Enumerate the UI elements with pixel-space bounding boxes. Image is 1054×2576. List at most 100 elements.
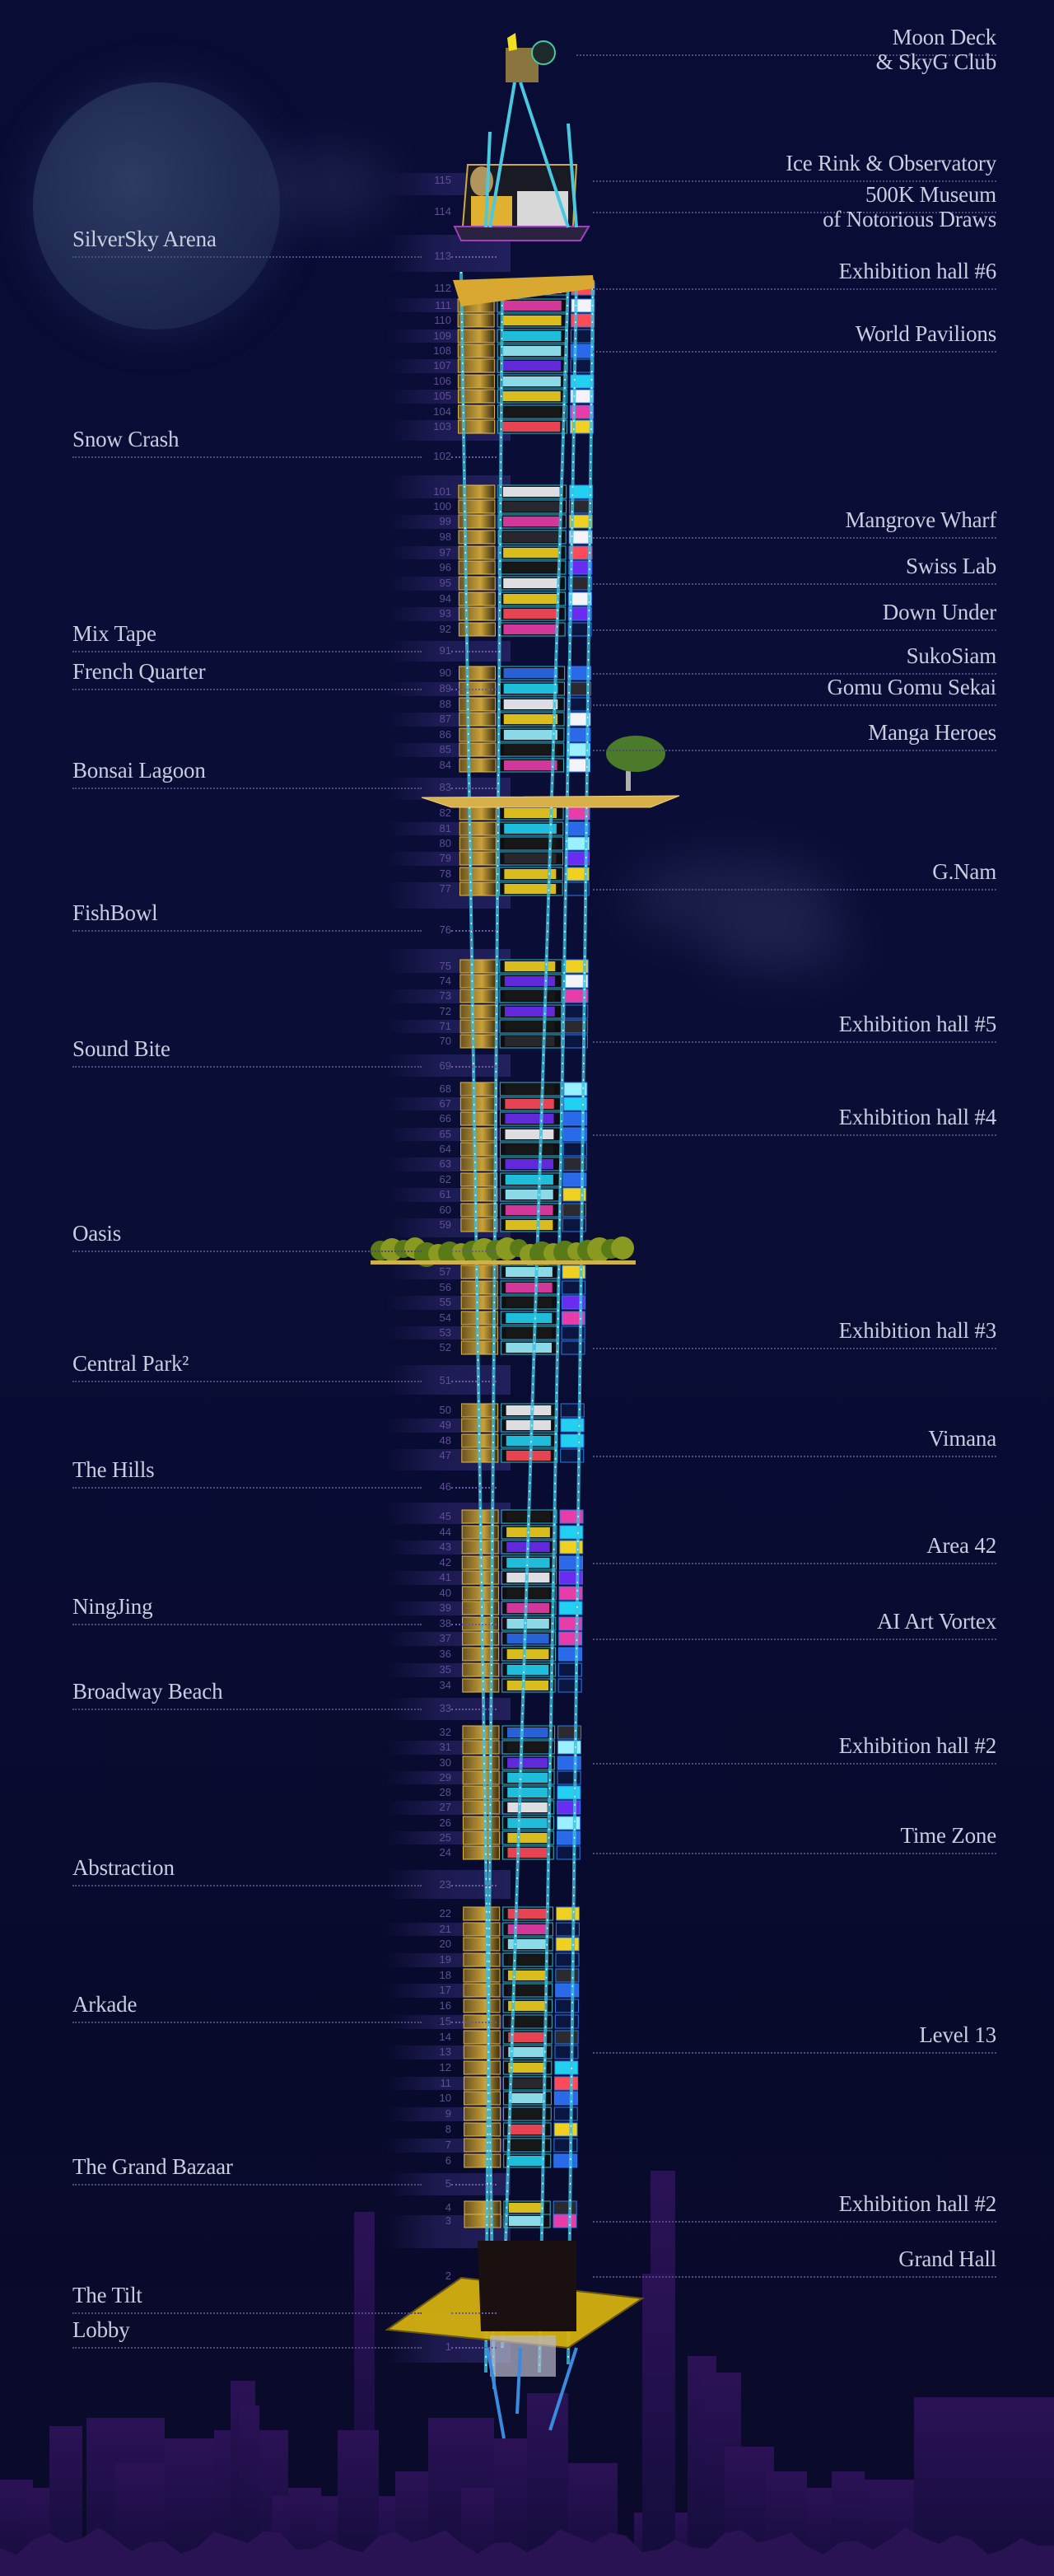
- left-venue-label: The Grand Bazaar: [72, 2154, 233, 2179]
- floor-block: [459, 821, 590, 836]
- floor-number: 72: [439, 1005, 451, 1017]
- left-venue-label: French Quarter: [72, 659, 206, 684]
- floor-block: [460, 1172, 587, 1187]
- floor-number: 22: [439, 1907, 451, 1919]
- floor-number: 10: [439, 2092, 451, 2104]
- floor-number: 90: [439, 666, 451, 679]
- floor-number: 95: [439, 577, 451, 589]
- floor-number: 62: [439, 1173, 451, 1185]
- floor-number: 87: [439, 713, 451, 725]
- floor-number: 50: [439, 1404, 451, 1416]
- right-venue-label: Exhibition hall #5: [838, 1012, 997, 1036]
- floor-number: 96: [439, 561, 451, 573]
- floor-band: [387, 1054, 511, 1077]
- floor-number: 110: [434, 314, 451, 326]
- floor-number: 94: [439, 592, 451, 605]
- right-venue-label: & SkyG Club: [875, 49, 997, 74]
- leader-line: [72, 788, 422, 789]
- leader-line: [451, 456, 497, 458]
- floor-block: [457, 329, 595, 344]
- floor-block: [459, 881, 590, 896]
- floor-block: [463, 1937, 580, 1952]
- floor-block: [458, 591, 592, 606]
- left-venue-label: Mix Tape: [72, 621, 156, 646]
- right-venue-label: Mangrove Wharf: [845, 507, 997, 532]
- moon-icon: [33, 82, 280, 330]
- floor-block: [463, 2060, 579, 2075]
- floor-block: [459, 758, 591, 773]
- floor-block: [463, 1999, 579, 2013]
- leader-line: [451, 2022, 497, 2023]
- floor-number: 73: [439, 989, 451, 1002]
- floor-number: 28: [439, 1786, 451, 1798]
- floor-block: [459, 806, 590, 820]
- floor-block: [464, 2138, 578, 2153]
- floor-block: [463, 1983, 580, 1998]
- leader-line: [72, 1066, 422, 1068]
- floor-number: 104: [433, 405, 451, 418]
- floor-number: 35: [439, 1663, 451, 1676]
- floor-number: 115: [434, 174, 451, 186]
- leader-line: [451, 689, 497, 690]
- floor-number: 88: [439, 698, 451, 710]
- floor-number: 26: [439, 1816, 451, 1829]
- leader-line: [451, 930, 497, 932]
- right-venue-label: Exhibition hall #4: [838, 1105, 997, 1129]
- leader-line: [451, 788, 497, 789]
- floor-number: 114: [434, 205, 451, 217]
- ground-silhouette: [0, 2527, 1054, 2576]
- floor-number: 77: [439, 882, 451, 895]
- floor-number: 12: [439, 2061, 451, 2073]
- leader-line: [593, 1134, 996, 1136]
- floor-block: [462, 1740, 581, 1755]
- floor-number: 112: [434, 282, 451, 294]
- leader-line: [593, 2276, 996, 2278]
- leader-line: [72, 1885, 422, 1886]
- floor-block: [462, 1816, 581, 1830]
- floor-number: 38: [439, 1617, 451, 1629]
- left-venue-label: Broadway Beach: [72, 1679, 223, 1704]
- right-venue-label: Down Under: [882, 600, 996, 624]
- floor-block: [457, 313, 595, 328]
- leader-line: [593, 1456, 996, 1457]
- leader-line: [593, 2221, 996, 2223]
- floor-block: [458, 545, 593, 560]
- floor-number: 11: [440, 2077, 452, 2089]
- floor-number: 29: [439, 1771, 451, 1784]
- floor-block: [460, 1265, 586, 1279]
- leader-line: [72, 2312, 422, 2314]
- right-venue-label: Exhibition hall #3: [838, 1318, 997, 1343]
- floor-number: 21: [439, 1923, 451, 1935]
- floor-number: 48: [439, 1434, 451, 1447]
- floor-block: [460, 1187, 587, 1202]
- cloud: [626, 857, 840, 939]
- leader-line: [593, 704, 996, 706]
- floor-number: 3: [445, 2214, 451, 2227]
- floor-number: 103: [433, 420, 451, 432]
- floor-number: 57: [439, 1265, 451, 1278]
- floor-number: 100: [433, 500, 451, 512]
- leader-line: [593, 629, 996, 631]
- floor-block: [462, 1800, 581, 1815]
- floor-number: 67: [439, 1097, 451, 1110]
- floor-number: 18: [439, 1969, 451, 1981]
- floor-number: 76: [439, 923, 451, 936]
- floor-block: [460, 1325, 585, 1340]
- left-venue-label: Bonsai Lagoon: [72, 758, 206, 783]
- floor-number: 19: [439, 1953, 451, 1966]
- leader-line: [72, 1251, 422, 1252]
- floor-block: [464, 2106, 578, 2121]
- right-venue-label: Exhibition hall #6: [838, 259, 997, 283]
- floor-number: 14: [439, 2031, 451, 2043]
- floor-number: 49: [439, 1419, 451, 1431]
- floor-block: [463, 1968, 580, 1983]
- floor-block: [463, 2030, 579, 2045]
- left-venue-label: Arkade: [72, 1992, 138, 2017]
- floor-number: 65: [439, 1128, 451, 1140]
- right-venue-label: AI Art Vortex: [877, 1609, 996, 1634]
- floor-block: [459, 742, 591, 757]
- leader-line: [451, 1624, 497, 1625]
- floor-block: [460, 1203, 587, 1218]
- the-tilt-platform: [385, 2241, 645, 2439]
